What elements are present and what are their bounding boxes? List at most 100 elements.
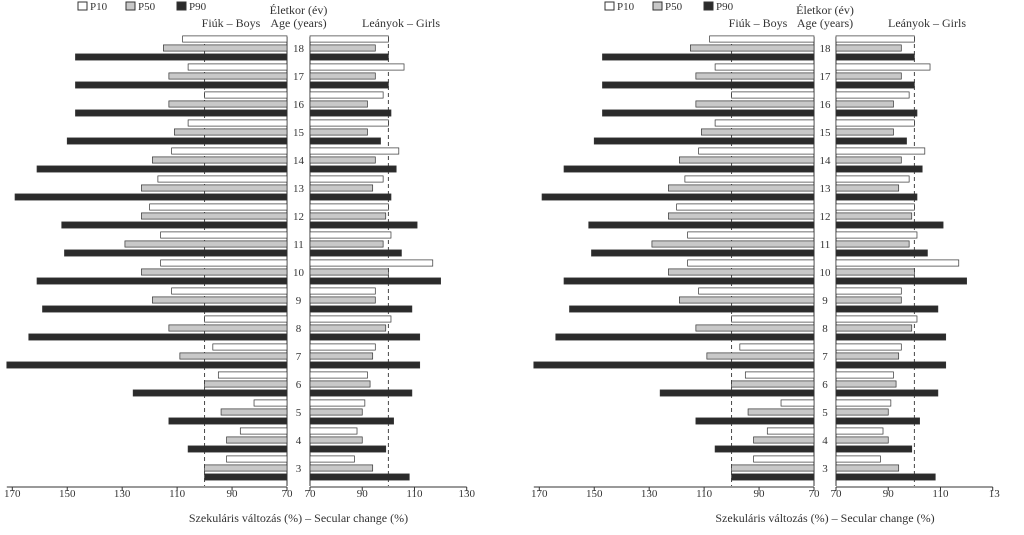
girls-bar-p50 [835,156,902,164]
girls-bar-p10 [309,203,389,211]
boys-bar-p90 [6,361,288,369]
age-label: 5 [822,407,828,419]
legend-label-p50: P50 [138,1,156,13]
boys-bar-p90 [659,389,815,397]
boys-bar-p10 [160,231,288,239]
boys-bar-p10 [187,63,288,71]
girls-bar-p90 [309,417,394,425]
boys-bar-p50 [174,128,288,136]
girls-bar-p10 [835,203,915,211]
girls-bar-p50 [309,240,384,248]
legend-label-p50: P50 [665,1,683,13]
boys-bar-p10 [160,259,288,267]
age-label: 17 [820,71,832,83]
age-label: 16 [820,99,832,111]
age-label: 3 [296,463,302,475]
age-label: 13 [820,183,832,195]
girls-bar-p90 [309,361,421,369]
girls-bar-p50 [835,212,913,220]
boys-bar-p10 [698,147,815,155]
boys-bar-p10 [739,343,815,351]
boys-bar-p90 [36,277,288,285]
girls-bar-p50 [835,352,900,360]
legend-label-p10: P10 [617,1,635,13]
girls-bar-p90 [309,277,441,285]
boys-bar-p50 [706,352,815,360]
boys-bar-p10 [157,175,288,183]
girls-bar-p50 [309,100,368,108]
boys-bar-p10 [687,259,815,267]
age-label: 7 [296,351,302,363]
girls-bar-p10 [835,63,931,71]
boys-bar-p50 [690,44,815,52]
boys-x-tick-label: 130 [641,488,658,500]
boys-bar-p90 [602,53,815,61]
age-label: 18 [820,43,832,55]
boys-bar-p50 [668,212,815,220]
boys-bar-p10 [709,35,815,43]
boys-bar-p50 [179,352,288,360]
boys-bar-p50 [141,184,288,192]
boys-bar-p90 [36,165,288,173]
girls-bar-p90 [835,333,947,341]
girls-bar-p50 [309,436,363,444]
girls-bar-p50 [835,408,889,416]
age-label: 9 [296,295,302,307]
girls-bar-p10 [309,91,384,99]
legend-swatch-p50 [652,1,663,11]
boys-bar-p50 [152,296,288,304]
age-label: 13 [293,183,305,195]
boys-bar-p10 [182,35,288,43]
boys-bar-p10 [171,147,288,155]
boys-bar-p10 [780,399,815,407]
boys-bar-p10 [684,175,815,183]
girls-bar-p50 [835,184,900,192]
girls-bar-p90 [835,277,967,285]
girls-bar-p90 [835,53,915,61]
girls-bar-p10 [835,147,926,155]
boys-bar-p10 [731,91,815,99]
boys-bar-p50 [220,408,288,416]
boys-bar-p10 [204,91,288,99]
boys-x-tick-label: 90 [754,488,766,500]
boys-x-tick-label: 130 [114,488,131,500]
girls-x-tick-label: 130 [458,488,475,500]
age-label: 8 [822,323,828,335]
girls-bar-p90 [309,445,387,453]
boys-bar-p90 [602,81,815,89]
age-label: 6 [822,379,828,391]
boys-x-tick-label: 150 [59,488,76,500]
girls-bar-p50 [835,72,902,80]
boys-bar-p50 [226,436,288,444]
girls-bar-p10 [309,455,355,463]
boys-bar-p50 [163,44,288,52]
boys-bar-p90 [132,389,288,397]
boys-bar-p50 [747,408,815,416]
girls-bar-p50 [309,44,376,52]
girls-bar-p10 [309,147,400,155]
age-header-line2: Age (years) [270,16,326,30]
boys-bar-p90 [588,221,815,229]
girls-header: Leányok – Girls [362,16,440,30]
girls-bar-p90 [309,109,392,117]
boys-bar-p50 [204,380,288,388]
age-label: 11 [293,239,304,251]
legend-swatch-p10 [604,1,615,11]
girls-x-tick-label: 70 [831,488,843,500]
boys-bar-p10 [753,455,815,463]
girls-bar-p90 [309,473,410,481]
girls-bar-p10 [835,287,902,295]
girls-bar-p50 [835,436,889,444]
boys-bar-p90 [591,249,815,257]
girls-bar-p10 [309,287,376,295]
girls-bar-p50 [309,212,387,220]
boys-bar-p10 [204,315,288,323]
girls-bar-p90 [835,305,939,313]
boys-bar-p50 [152,156,288,164]
boys-bar-p90 [64,249,288,257]
boys-bar-p90 [204,473,288,481]
girls-x-tick-label: 90 [357,488,369,500]
girls-bar-p50 [835,464,900,472]
girls-header: Leányok – Girls [888,16,966,30]
